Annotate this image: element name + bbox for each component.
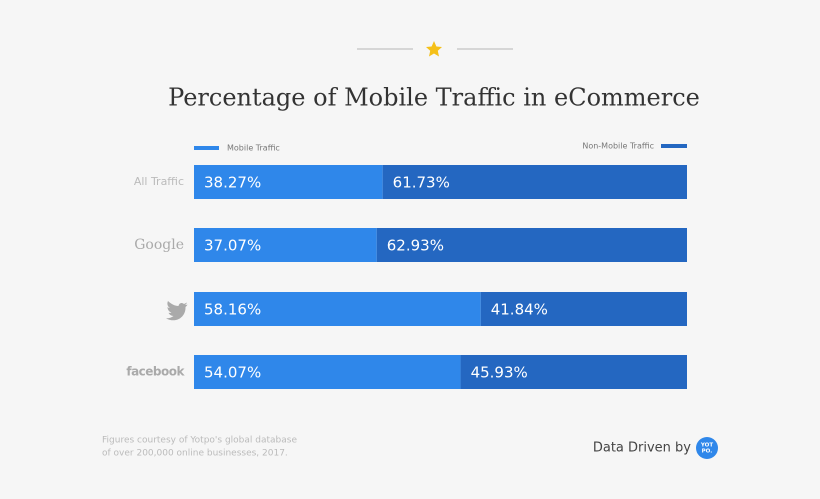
star-icon (426, 41, 442, 57)
value-label: 37.07% (204, 237, 261, 255)
logo-text: PO. (702, 449, 713, 455)
value-label: 38.27% (204, 174, 261, 192)
bar-segment (194, 355, 461, 389)
logo-badge (696, 437, 718, 459)
bar-segment (376, 228, 687, 262)
legend-swatch (194, 146, 219, 150)
category-label: All Traffic (134, 175, 184, 188)
legend-swatch (661, 144, 687, 148)
category-label: facebook (126, 365, 185, 379)
value-label: 54.07% (204, 364, 261, 382)
legend-label: Non-Mobile Traffic (582, 142, 654, 151)
value-label: 62.93% (387, 237, 444, 255)
value-label: 45.93% (471, 364, 528, 382)
value-label: 41.84% (491, 301, 548, 319)
value-label: 61.73% (393, 174, 450, 192)
legend-label: Mobile Traffic (227, 144, 280, 153)
credit: Data Driven by (593, 441, 691, 456)
logo-text: YOT (700, 443, 713, 449)
twitter-bird (166, 301, 188, 321)
category-label: Google (134, 237, 184, 253)
bar-segment (194, 292, 481, 326)
footnote: of over 200,000 online businesses, 2017. (102, 449, 288, 459)
bar-segment (194, 228, 377, 262)
bar-segment (480, 292, 687, 326)
bar-segment (460, 355, 687, 389)
chart-title: Percentage of Mobile Traffic in eCommerc… (168, 84, 700, 112)
footnote: Figures courtesy of Yotpo's global datab… (102, 436, 297, 446)
bar-segment (382, 165, 687, 199)
twitter-icon (166, 301, 188, 321)
bar-segment (194, 165, 383, 199)
value-label: 58.16% (204, 301, 261, 319)
